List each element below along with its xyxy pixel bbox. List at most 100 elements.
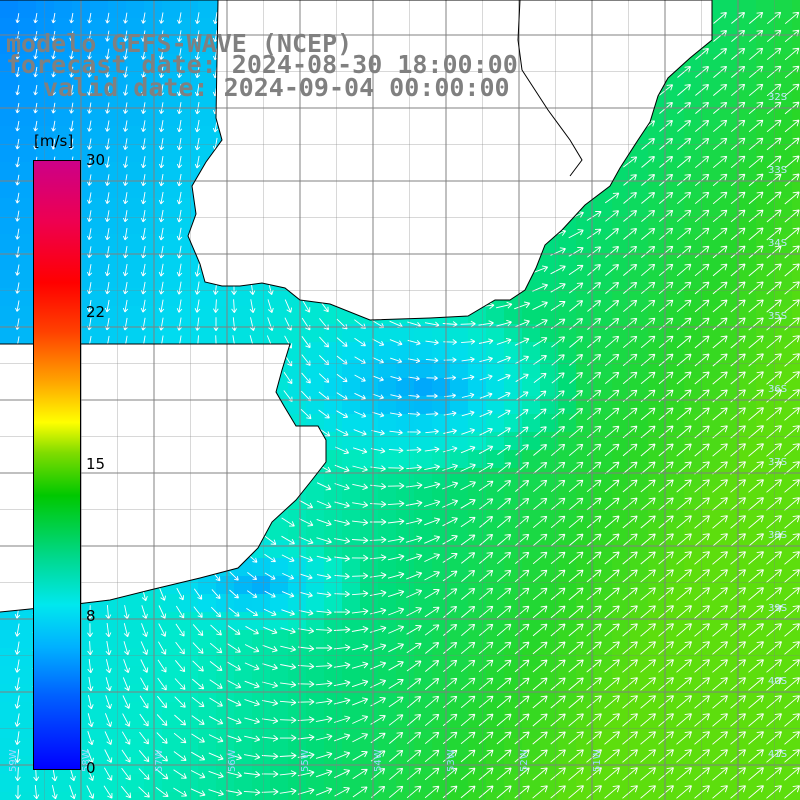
wind-arrow: [604, 785, 620, 799]
wind-arrow: [280, 681, 297, 688]
wind-arrow: [586, 605, 602, 619]
wind-speed-cell: [180, 144, 199, 163]
wind-arrow: [408, 357, 421, 364]
wind-speed-cell: [396, 360, 415, 379]
wind-arrow: [676, 479, 692, 493]
wind-speed-cell: [288, 342, 307, 361]
wind-arrow: [568, 695, 584, 709]
wind-arrow: [461, 410, 475, 417]
wind-arrow: [640, 767, 656, 781]
wind-arrow: [301, 336, 311, 349]
wind-speed-cell: [126, 162, 145, 181]
wind-arrow: [141, 12, 146, 24]
wind-speed-cell: [594, 792, 613, 800]
wind-arrow: [460, 499, 476, 509]
wind-arrow: [658, 587, 674, 601]
wind-arrow: [568, 497, 584, 511]
wind-arrow: [604, 587, 620, 601]
wind-arrow: [226, 753, 242, 761]
wind-speed-cell: [378, 648, 397, 667]
wind-arrow: [177, 30, 183, 43]
wind-speed-cell: [360, 648, 379, 667]
wind-arrow: [372, 393, 384, 400]
wind-arrow: [86, 767, 95, 781]
wind-speed-cell: [180, 54, 199, 73]
wind-speed-cell: [414, 342, 433, 361]
wind-arrow: [604, 497, 620, 511]
wind-arrow: [173, 787, 188, 797]
wind-speed-cell: [306, 558, 325, 577]
wind-speed-cell: [486, 432, 505, 451]
wind-arrow: [351, 661, 369, 669]
wind-speed-cell: [252, 666, 271, 685]
wind-arrow: [442, 463, 458, 471]
wind-arrow: [748, 749, 764, 763]
wind-arrow: [105, 677, 112, 692]
wind-arrow: [51, 84, 56, 96]
wind-speed-cell: [180, 126, 199, 145]
wind-speed-cell: [234, 306, 253, 325]
wind-arrow: [712, 173, 728, 187]
wind-arrow: [568, 229, 584, 239]
wind-arrow: [514, 605, 530, 619]
wind-arrow: [604, 551, 620, 565]
wind-arrow: [550, 785, 566, 799]
wind-arrow: [122, 246, 129, 259]
wind-arrow: [226, 771, 243, 779]
wind-arrow: [622, 461, 638, 475]
wind-arrow: [390, 375, 402, 382]
wind-speed-cell: [360, 396, 379, 415]
wind-speed-cell: [90, 54, 109, 73]
wind-arrow: [784, 299, 800, 313]
wind-arrow: [622, 371, 638, 385]
wind-speed-cell: [360, 486, 379, 505]
wind-speed-cell: [360, 630, 379, 649]
wind-arrow: [479, 587, 494, 601]
wind-arrow: [315, 680, 333, 688]
wind-arrow: [194, 263, 201, 277]
wind-arrow: [677, 155, 692, 168]
wind-arrow: [532, 569, 548, 583]
wind-speed-cell: [180, 108, 199, 127]
wind-arrow: [586, 228, 602, 240]
longitude-label: 55W: [300, 749, 311, 772]
wind-arrow: [496, 695, 512, 709]
wind-arrow: [244, 699, 260, 707]
wind-arrow: [354, 411, 367, 418]
wind-arrow: [460, 481, 476, 491]
wind-speed-cell: [90, 36, 109, 55]
wind-arrow: [713, 12, 727, 24]
wind-speed-cell: [90, 270, 109, 289]
wind-arrow: [69, 30, 74, 42]
wind-speed-cell: [450, 432, 469, 451]
wind-arrow: [316, 482, 332, 491]
wind-speed-cell: [396, 702, 415, 721]
wind-arrow: [354, 392, 366, 400]
wind-speed-cell: [198, 18, 217, 37]
wind-speed-cell: [396, 666, 415, 685]
wind-arrow: [766, 785, 782, 799]
wind-speed-cell: [504, 324, 523, 343]
wind-speed-cell: [90, 774, 109, 793]
wind-arrow: [87, 30, 92, 42]
wind-arrow: [748, 245, 764, 259]
wind-arrow: [532, 623, 548, 637]
wind-speed-cell: [792, 792, 800, 800]
wind-arrow: [158, 174, 165, 187]
wind-arrow: [532, 533, 548, 547]
wind-speed-cell: [0, 198, 19, 217]
wind-arrow: [297, 645, 315, 652]
wind-arrow: [105, 66, 110, 78]
wind-speed-cell: [468, 486, 487, 505]
wind-arrow: [425, 695, 440, 709]
wind-arrow: [302, 299, 311, 313]
wind-arrow: [141, 120, 147, 133]
wind-speed-cell: [252, 720, 271, 739]
wind-speed-cell: [450, 342, 469, 361]
wind-arrow: [766, 569, 782, 583]
wind-speed-cell: [288, 702, 307, 721]
wind-speed-cell: [54, 54, 73, 73]
wind-arrow: [586, 533, 602, 547]
wind-arrow: [658, 407, 674, 421]
wind-arrow: [622, 731, 638, 745]
